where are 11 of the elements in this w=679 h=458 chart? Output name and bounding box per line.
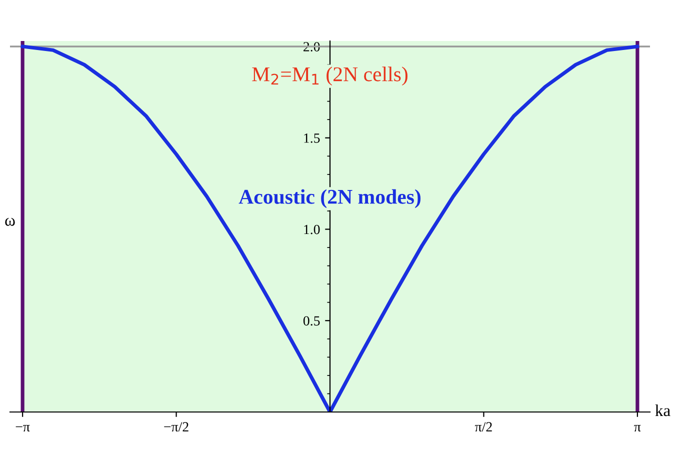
y-tick-label: 1.5 [304,134,320,143]
y-tick-label: 0.5 [303,316,320,326]
y-tick-label: 1.0 [304,224,320,234]
x-axis-title: ka [655,404,670,416]
annotation: Acoustic (2N modes) [238,189,421,208]
x-tick-label: π [634,424,641,432]
x-tick-label: −π/2 [164,422,188,432]
annotation: M$_{2}$=M$_{1}$ (2N cells) [252,66,408,86]
y-axis-title: ω [5,218,15,226]
x-tick-label: −π [16,424,30,432]
x-tick-label: π/2 [475,422,492,432]
